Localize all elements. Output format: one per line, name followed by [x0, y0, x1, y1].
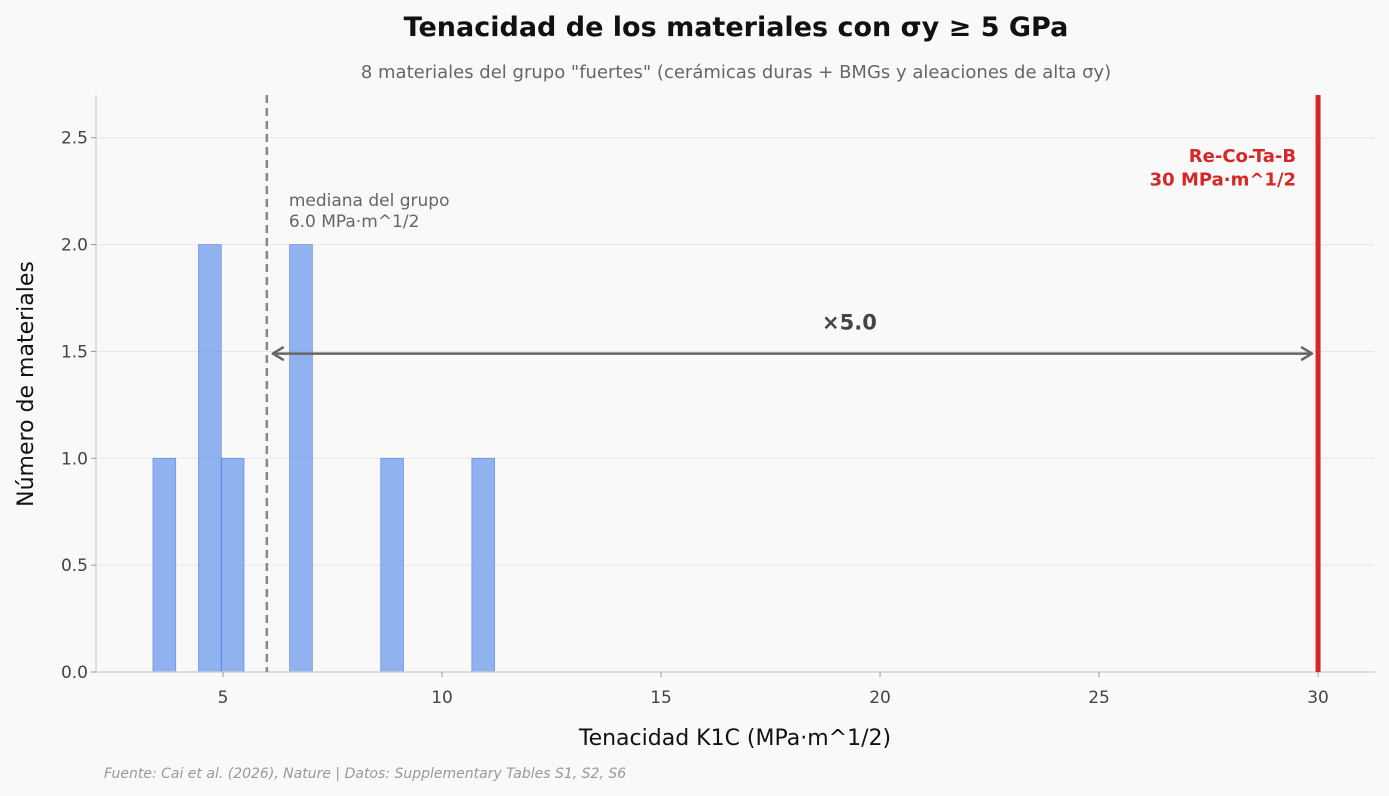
y-tick-label-4: 2.0	[61, 236, 88, 256]
x-tick-label-2: 15	[650, 688, 672, 708]
reference-name-label: Re-Co-Ta-B	[1189, 146, 1296, 167]
x-tick-label-1: 10	[431, 688, 453, 708]
ratio-label: ×5.0	[822, 311, 877, 335]
median-value-label: 6.0 MPa·m^1/2	[289, 212, 420, 232]
y-tick-label-0: 0.0	[61, 663, 88, 683]
histogram-bar-0	[152, 457, 177, 673]
x-axis-label: Tenacidad K1C (MPa·m^1/2)	[578, 726, 891, 751]
ratio-arrow-head-left	[271, 346, 285, 361]
y-tick-label-2: 1.0	[61, 449, 88, 469]
ticks-layer: 5 10 15 20 25 30 0.0 0.5 1.0 1.5 2.0 2.5	[61, 129, 1329, 708]
source-note: Fuente: Cai et al. (2026), Nature | Dato…	[104, 766, 626, 782]
y-tick-label-3: 1.5	[61, 342, 88, 362]
y-axis-label: Número de materiales	[14, 261, 39, 507]
ratio-arrow	[271, 346, 1314, 361]
chart-title: Tenacidad de los materiales con σy ≥ 5 G…	[404, 12, 1069, 43]
bars-layer	[152, 244, 495, 673]
x-tick-label-5: 30	[1307, 688, 1329, 708]
y-tick-label-1: 0.5	[61, 556, 88, 576]
histogram-bar-10	[380, 457, 404, 673]
y-tick-label-5: 2.5	[61, 129, 88, 149]
chart-subtitle: 8 materiales del grupo "fuertes" (cerámi…	[361, 62, 1111, 83]
x-tick-label-3: 20	[869, 688, 891, 708]
x-tick-label-4: 25	[1088, 688, 1110, 708]
histogram-bar-3	[220, 457, 245, 673]
reference-value-label: 30 MPa·m^1/2	[1150, 169, 1296, 190]
histogram-bar-14	[471, 457, 495, 673]
ratio-arrow-head-right	[1300, 346, 1314, 361]
histogram-bar-6	[289, 244, 313, 673]
histogram-bar-2	[198, 244, 222, 673]
x-tick-label-0: 5	[218, 688, 229, 708]
median-label: mediana del grupo	[289, 191, 450, 211]
